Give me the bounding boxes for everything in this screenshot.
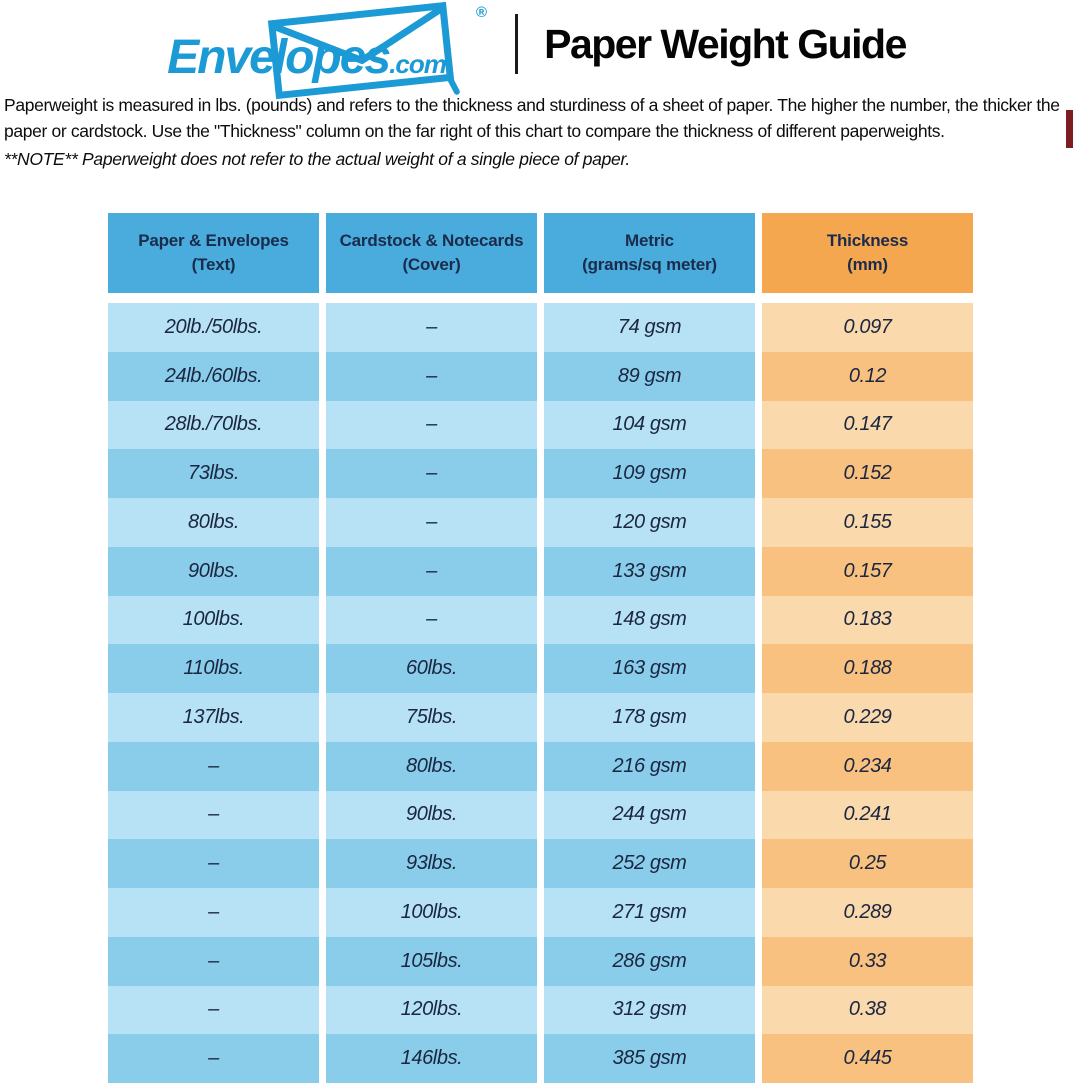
table-cell: 0.445 [762,1034,973,1083]
table-cell: 0.157 [762,546,973,596]
column-header: Metric (grams/sq meter) [544,213,755,293]
table-cell: – [326,595,537,645]
table-cell: 385 gsm [544,1034,755,1083]
table-cell: 105lbs. [326,936,537,986]
paper-weight-table: Paper & Envelopes (Text) Cardstock & Note… [108,213,973,1083]
table-cell: 90lbs. [108,546,319,596]
column-header: Thickness (mm) [762,213,973,293]
table-cell: 216 gsm [544,741,755,791]
table-cell: 0.25 [762,839,973,888]
table-cell: 89 gsm [544,351,755,401]
table-cell: – [326,498,537,547]
table-cell: 163 gsm [544,644,755,693]
table-cell: 244 gsm [544,790,755,840]
table-cell: 0.33 [762,936,973,986]
table-cell: 120 gsm [544,498,755,547]
table-cell: – [326,351,537,401]
table-cell: 178 gsm [544,693,755,742]
table-cell: 100lbs. [326,888,537,937]
table-cell: 0.183 [762,595,973,645]
table-cell: 0.241 [762,790,973,840]
table-body: 20lb./50lbs. –74 gsm 0.097 24lb./60lbs. –89 … [108,303,973,1083]
envelope-icon [267,1,460,100]
table-cell: 0.12 [762,351,973,401]
table-cell: 0.152 [762,449,973,498]
table-cell: 20lb./50lbs. [108,303,319,352]
table-cell: 28lb./70lbs. [108,400,319,450]
table-cell: 0.38 [762,985,973,1035]
registered-mark: ® [476,4,488,21]
masthead: ® Envelopes .com Paper Weight Guide [0,1,1073,100]
table-cell: 312 gsm [544,985,755,1035]
table-cell: 133 gsm [544,546,755,596]
table-cell: 104 gsm [544,400,755,450]
table-cell: – [108,839,319,888]
table-cell: 286 gsm [544,936,755,986]
logo-brand-text: Envelopes [167,31,391,84]
table-cell: – [108,985,319,1035]
table-cell: 90lbs. [326,790,537,840]
note-text: **NOTE** Paperweight does not refer to t… [4,149,630,169]
intro-paragraph: Paperweight is measured in lbs. (pounds)… [4,95,1060,141]
table-cell: 24lb./60lbs. [108,351,319,401]
table-cell: – [108,790,319,840]
table-cell: 93lbs. [326,839,537,888]
table-cell: 75lbs. [326,693,537,742]
page-title: Paper Weight Guide [544,20,907,67]
table-cell: 80lbs. [108,498,319,547]
table-cell: – [108,888,319,937]
envelopes-logo: ® Envelopes .com [167,1,489,100]
table-cell: 148 gsm [544,595,755,645]
table-cell: – [108,936,319,986]
table-cell: 0.097 [762,303,973,352]
table-cell: – [108,1034,319,1083]
table-cell: 60lbs. [326,644,537,693]
table-cell: 252 gsm [544,839,755,888]
table-cell: 100lbs. [108,595,319,645]
table-cell: 110lbs. [108,644,319,693]
table-cell: 0.147 [762,400,973,450]
table-cell: 137lbs. [108,693,319,742]
logo-wordmark: Envelopes .com [167,31,447,84]
column-header: Paper & Envelopes (Text) [108,213,319,293]
table-cell: – [326,303,537,352]
divider [515,14,519,74]
table-cell: 73lbs. [108,449,319,498]
table-cell: – [326,400,537,450]
edge-artifact [1066,110,1073,148]
table-cell: – [326,449,537,498]
table-header-row: Paper & Envelopes (Text) Cardstock & Note… [108,213,973,293]
table-cell: 0.155 [762,498,973,547]
table-cell: – [108,741,319,791]
table-cell: 120lbs. [326,985,537,1035]
table-cell: 109 gsm [544,449,755,498]
table-cell: 0.229 [762,693,973,742]
table-cell: 74 gsm [544,303,755,352]
table-cell: – [326,546,537,596]
table-cell: 0.234 [762,741,973,791]
table-cell: 80lbs. [326,741,537,791]
table-cell: 0.188 [762,644,973,693]
table-cell: 271 gsm [544,888,755,937]
table-cell: 0.289 [762,888,973,937]
logo-tld-text: .com [389,49,447,79]
table-cell: 146lbs. [326,1034,537,1083]
column-header: Cardstock & Notecards (Cover) [326,213,537,293]
